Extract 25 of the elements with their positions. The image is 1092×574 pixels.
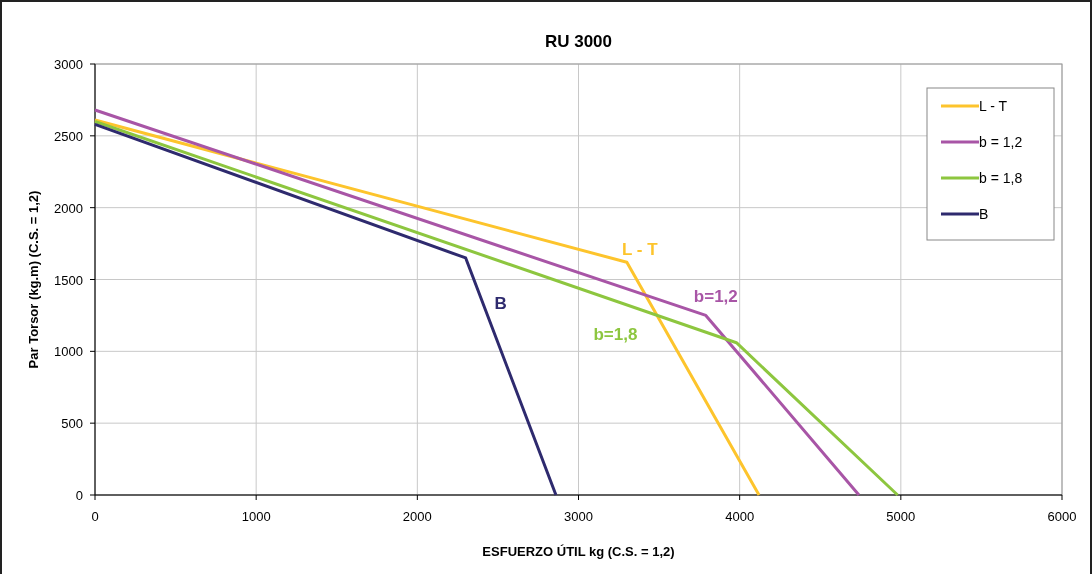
x-tick-label: 3000 — [564, 509, 593, 524]
annotation: b=1,2 — [693, 287, 738, 307]
annotation: B — [494, 293, 507, 313]
x-tick-label: 5000 — [886, 509, 916, 524]
x-tick-label: 6000 — [1047, 509, 1077, 524]
x-axis-title: ESFUERZO ÚTIL kg (C.S. = 1,2) — [482, 544, 675, 559]
y-tick-label: 0 — [75, 488, 83, 503]
x-tick-label: 1000 — [241, 509, 271, 524]
x-tick-label: 0 — [91, 509, 99, 524]
legend-label: b = 1,8 — [979, 170, 1023, 186]
y-tick-label: 3000 — [54, 57, 83, 72]
annotation: L - T — [622, 240, 659, 260]
annotation: b=1,8 — [593, 324, 638, 344]
legend-label: L - T — [979, 98, 1008, 114]
x-tick-label: 2000 — [402, 509, 432, 524]
legend-label: b = 1,2 — [979, 134, 1023, 150]
legend-label: B — [979, 206, 989, 222]
y-tick-label: 500 — [61, 416, 83, 432]
chart-title: RU 3000 — [544, 32, 613, 51]
y-tick-label: 1500 — [54, 272, 83, 288]
y-tick-label: 1000 — [54, 344, 83, 360]
y-tick-label: 2500 — [54, 128, 83, 144]
x-tick-label: 4000 — [725, 509, 755, 524]
y-axis-title: Par Torsor (kg.m) (C.S. = 1,2) — [26, 190, 41, 369]
y-tick-label: 2000 — [54, 200, 83, 216]
